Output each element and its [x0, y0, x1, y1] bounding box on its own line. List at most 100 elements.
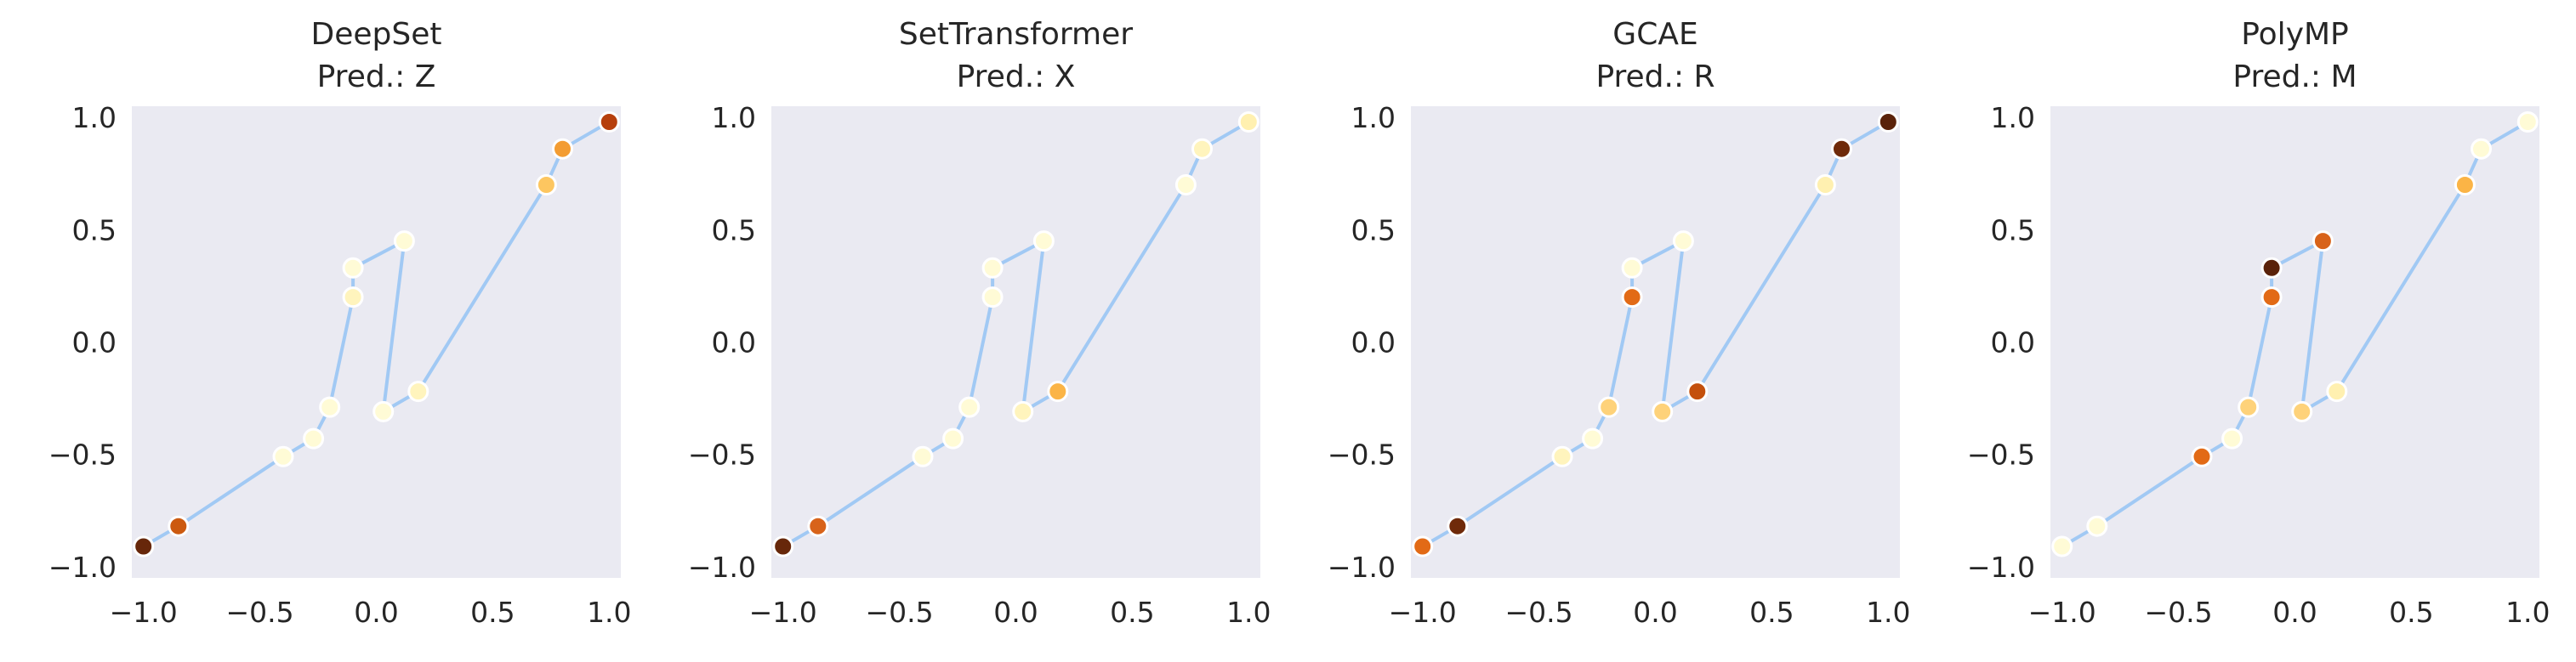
data-point-2	[168, 515, 190, 537]
y-tick-label: −0.5	[688, 439, 756, 472]
x-tick-label: −0.5	[866, 596, 934, 629]
data-point-9	[1012, 400, 1034, 422]
data-point-13	[2516, 111, 2539, 133]
y-tick-label: −1.0	[48, 551, 117, 584]
data-point-13	[598, 111, 620, 133]
y-tick-label: 0.0	[72, 326, 117, 359]
y-tick-label: −1.0	[1328, 551, 1396, 584]
x-tick-label: −1.0	[749, 596, 817, 629]
x-tick-label: −1.0	[1389, 596, 1457, 629]
y-tick-label: 1.0	[712, 101, 756, 134]
x-tick-label: −0.5	[226, 596, 294, 629]
data-point-11	[2454, 174, 2476, 195]
x-tick-label: 1.0	[587, 596, 631, 629]
data-point-11	[1814, 174, 1836, 195]
x-tick-label: −0.5	[2145, 596, 2213, 629]
chart-panel-2: SetTransformer Pred.: X −1.0 −0.5 0.0 0.5 1.0 −…	[688, 17, 1271, 629]
chart-title: DeepSet	[311, 17, 442, 52]
data-point-10	[1047, 381, 1069, 403]
data-point-10	[407, 381, 429, 403]
chart-subtitle: Pred.: Z	[317, 59, 436, 94]
data-point-6	[981, 286, 1004, 308]
y-tick-label: 0.0	[1991, 326, 2035, 359]
data-point-12	[1191, 138, 1213, 160]
chart-subtitle: Pred.: R	[1595, 59, 1714, 94]
x-tick-label: 0.0	[993, 596, 1038, 629]
y-tick-label: 0.5	[72, 213, 117, 246]
data-point-12	[552, 138, 573, 160]
x-tick-label: −0.5	[1505, 596, 1573, 629]
y-tick-label: −1.0	[1967, 551, 2035, 584]
data-point-8	[393, 230, 415, 252]
data-point-4	[2221, 427, 2243, 450]
y-tick-label: −1.0	[688, 551, 756, 584]
data-point-3	[272, 445, 294, 467]
chart-subtitle: Pred.: X	[957, 59, 1076, 94]
chart-title: PolyMP	[2241, 17, 2349, 52]
data-point-9	[1652, 400, 1674, 422]
data-point-11	[535, 174, 557, 195]
chart-panel-4: PolyMP Pred.: M −1.0 −0.5 0.0 0.5 1.0 −1.0 −0.5 0…	[1967, 17, 2550, 629]
data-point-1	[1412, 535, 1434, 557]
y-tick-label: 0.0	[712, 326, 756, 359]
data-point-11	[1174, 174, 1197, 195]
y-tick-label: −0.5	[48, 439, 117, 472]
y-tick-label: 0.0	[1351, 326, 1396, 359]
x-tick-label: 0.5	[470, 596, 515, 629]
data-point-9	[2291, 400, 2313, 422]
data-point-4	[942, 427, 964, 450]
x-tick-label: 1.0	[1866, 596, 1910, 629]
y-tick-label: 0.5	[1991, 213, 2035, 246]
chart-subtitle: Pred.: M	[2232, 59, 2357, 94]
y-tick-label: 1.0	[1991, 101, 2035, 134]
data-point-7	[342, 257, 364, 279]
y-tick-label: 1.0	[1351, 101, 1396, 134]
x-tick-label: 0.5	[2389, 596, 2433, 629]
data-point-8	[2312, 230, 2334, 252]
data-point-7	[981, 257, 1004, 279]
data-point-5	[1598, 396, 1620, 418]
x-tick-label: 0.5	[1110, 596, 1154, 629]
x-tick-label: 0.0	[354, 596, 398, 629]
y-tick-label: −0.5	[1967, 439, 2035, 472]
y-tick-label: 0.5	[712, 213, 756, 246]
data-point-13	[1237, 111, 1260, 133]
data-point-7	[1621, 257, 1643, 279]
data-point-5	[319, 396, 341, 418]
data-point-8	[1032, 230, 1055, 252]
x-tick-label: 1.0	[1226, 596, 1271, 629]
chart-title: SetTransformer	[899, 17, 1133, 52]
data-point-6	[2260, 286, 2283, 308]
y-tick-label: −0.5	[1328, 439, 1396, 472]
data-point-1	[772, 535, 794, 557]
data-point-10	[2326, 381, 2348, 403]
data-point-3	[2191, 445, 2213, 467]
data-point-2	[1447, 515, 1469, 537]
x-tick-label: 0.0	[1633, 596, 1677, 629]
data-point-2	[807, 515, 829, 537]
data-point-1	[133, 535, 155, 557]
chart-panel-1: DeepSet Pred.: Z −1.0 −0.5 0.0 0.5 1.0 −1.0 −0.5…	[48, 17, 632, 629]
data-point-1	[2051, 535, 2073, 557]
data-point-12	[2471, 138, 2492, 160]
data-point-6	[342, 286, 364, 308]
data-point-10	[1686, 381, 1709, 403]
data-point-6	[1621, 286, 1643, 308]
chart-title: GCAE	[1612, 17, 1697, 52]
data-point-12	[1831, 138, 1852, 160]
data-point-4	[1582, 427, 1604, 450]
data-point-3	[1551, 445, 1573, 467]
data-point-2	[2086, 515, 2108, 537]
data-point-8	[1672, 230, 1694, 252]
data-point-13	[1877, 111, 1899, 133]
x-tick-label: 0.0	[2272, 596, 2317, 629]
chart-panel-3: GCAE Pred.: R −1.0 −0.5 0.0 0.5 1.0 −1.0 −0.5 0.0…	[1328, 17, 1911, 629]
data-point-4	[303, 427, 325, 450]
data-point-5	[2238, 396, 2260, 418]
x-tick-label: 0.5	[1749, 596, 1794, 629]
data-point-9	[372, 400, 395, 422]
y-tick-label: 0.5	[1351, 213, 1396, 246]
x-tick-label: 1.0	[2505, 596, 2550, 629]
x-tick-label: −1.0	[2028, 596, 2096, 629]
